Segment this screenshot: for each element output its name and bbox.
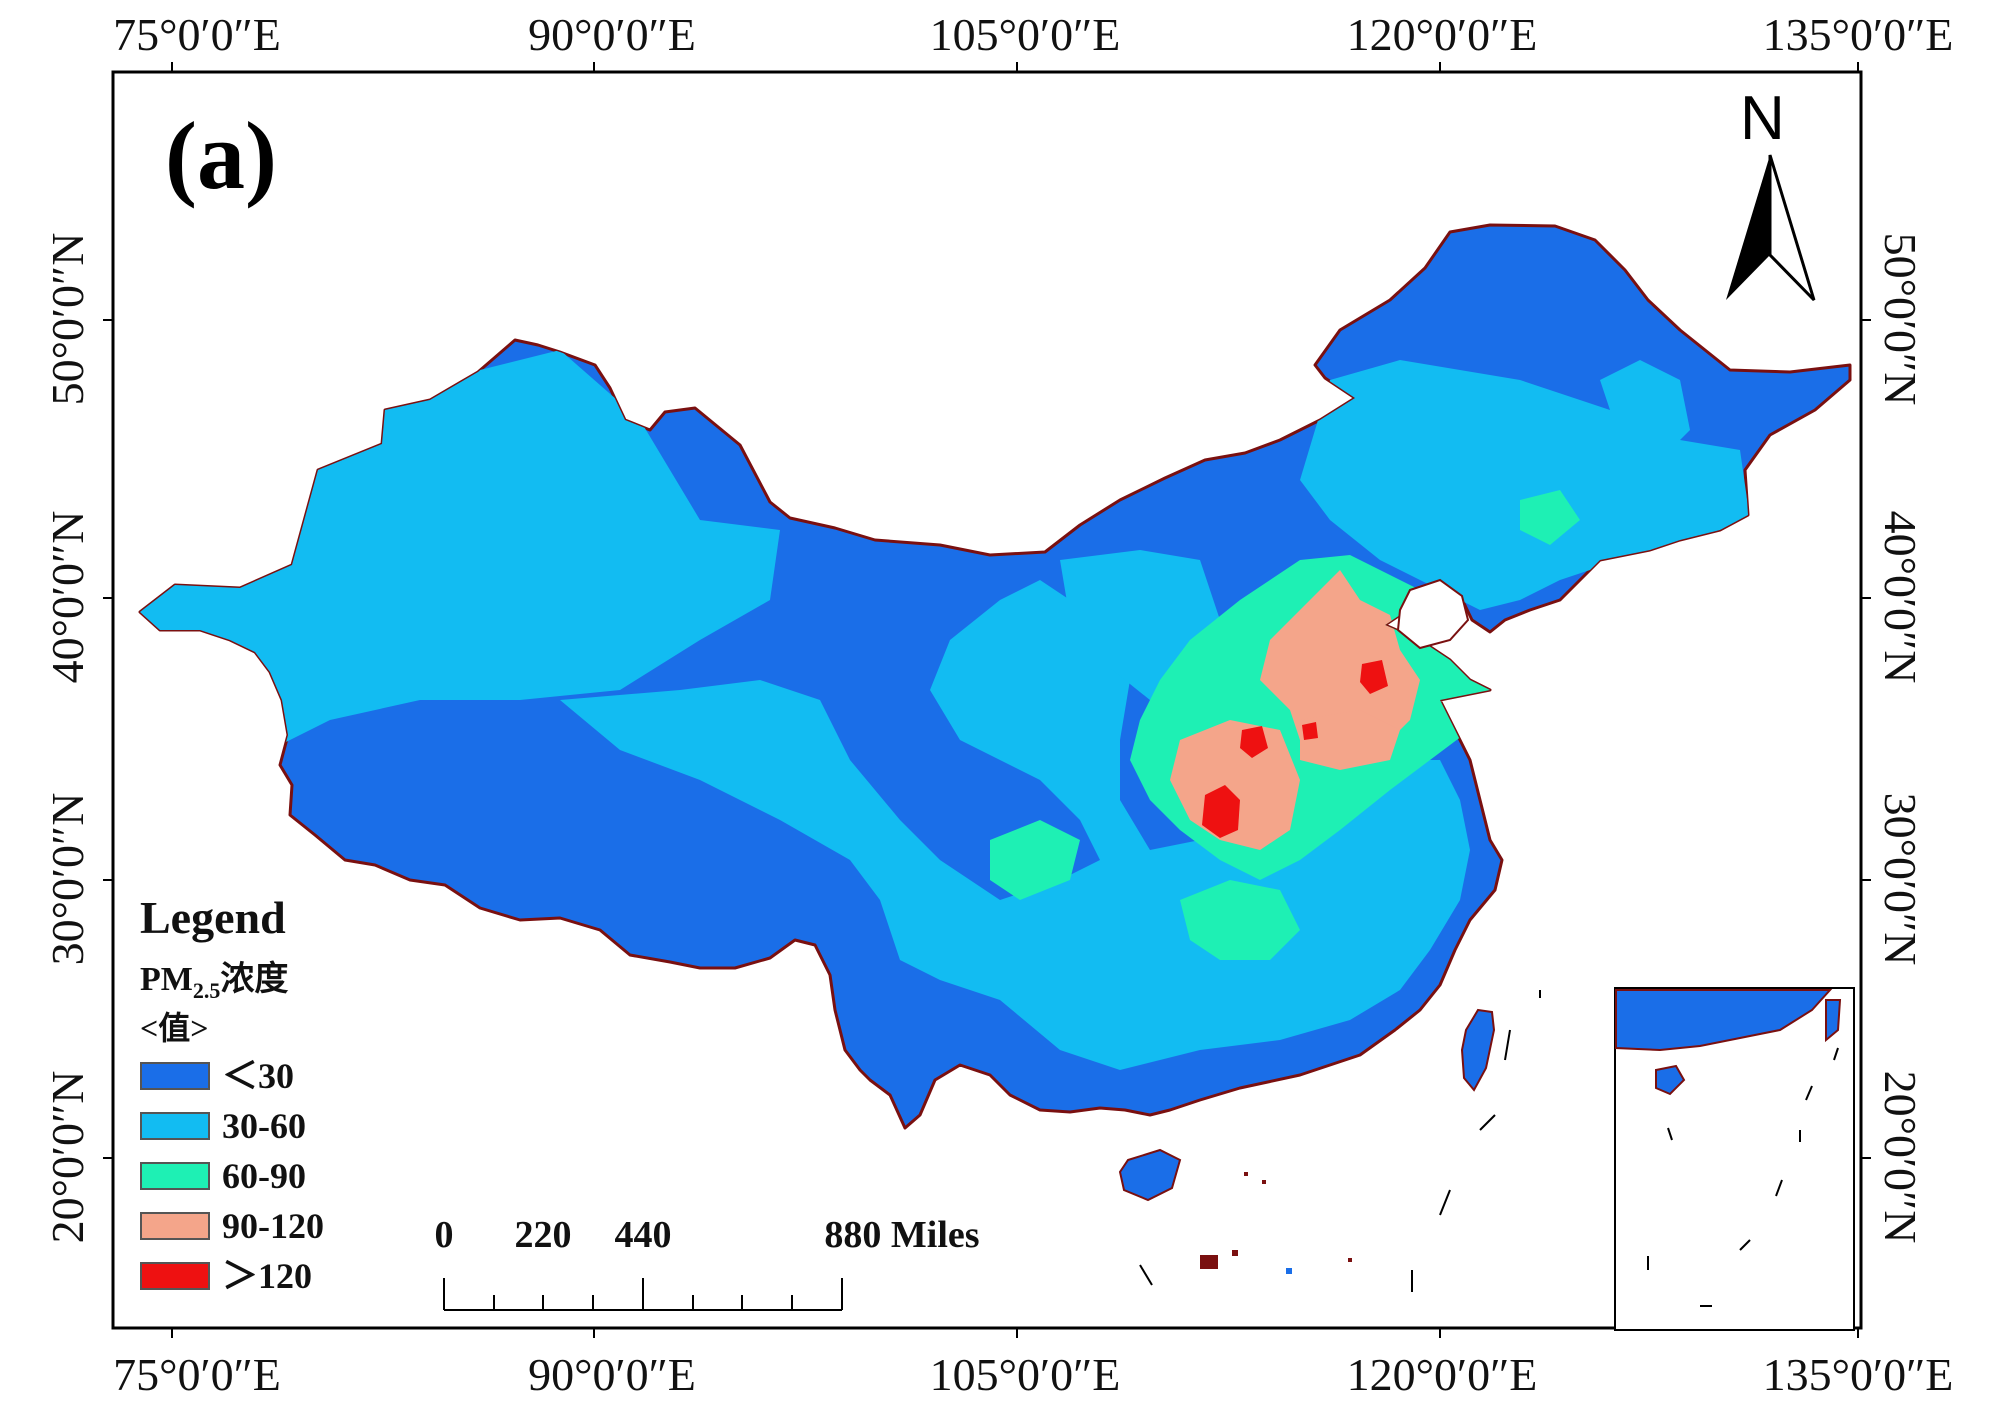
zone-northwest xyxy=(140,350,780,750)
north-label: N xyxy=(1740,84,1785,153)
class-gt-120-zones xyxy=(1202,660,1388,838)
lon-tick-label-bottom: 75°0′0″E xyxy=(113,1349,281,1400)
hotspot-east xyxy=(1360,660,1388,694)
legend-swatch xyxy=(140,1211,210,1240)
legend-subtitle-sub: 2.5 xyxy=(192,977,221,1003)
lon-tick-marks xyxy=(171,62,1859,1338)
lon-tick-label-bottom: 90°0′0″E xyxy=(528,1349,696,1400)
lat-tick-label-right: 40°0′0″N xyxy=(1875,510,1926,684)
inset-south-china-sea xyxy=(1614,987,1855,1331)
legend-swatch xyxy=(140,1061,210,1090)
hotspot-central xyxy=(1240,726,1268,758)
lon-tick-label-top: 120°0′0″E xyxy=(1346,9,1538,60)
lat-tick-label-right: 50°0′0″N xyxy=(1875,232,1926,406)
legend-subtitle-tail: 浓度 xyxy=(220,961,289,998)
legend-value-label: <值> xyxy=(140,1009,209,1046)
lat-tick-label-left: 40°0′0″N xyxy=(42,510,93,684)
panel-label: (a) xyxy=(165,102,277,209)
legend-swatch xyxy=(140,1161,210,1190)
nine-dash-line xyxy=(1139,990,1541,1292)
legend-label: 60-90 xyxy=(222,1155,306,1196)
taiwan xyxy=(1460,1008,1496,1092)
lat-tick-label-right: 20°0′0″N xyxy=(1875,1070,1926,1244)
zone-shandong-west xyxy=(1300,710,1400,770)
lon-tick-label-top: 75°0′0″E xyxy=(113,9,281,60)
scale-label: 880 Miles xyxy=(824,1214,980,1256)
scale-label: 0 xyxy=(434,1214,454,1256)
lon-tick-label-top: 90°0′0″E xyxy=(528,9,696,60)
lon-tick-label-bottom: 105°0′0″E xyxy=(929,1349,1121,1400)
legend-label: ＞120 xyxy=(222,1255,313,1296)
scale-label: 440 xyxy=(614,1214,672,1256)
zone-northeast-strip xyxy=(1600,360,1690,460)
hotspot-east-2 xyxy=(1302,722,1318,740)
legend-label: 90-120 xyxy=(222,1205,324,1246)
zone-henan xyxy=(1170,720,1300,850)
legend-label: 30-60 xyxy=(222,1105,306,1146)
scale-label: 220 xyxy=(514,1214,572,1256)
legend: Legend PM2.5浓度 <值> ＜30 30-60 60-90 90-12… xyxy=(140,895,324,1294)
bohai-sea xyxy=(1396,578,1470,650)
class-90-120-zones xyxy=(1170,570,1420,850)
zone-hebei-shandong xyxy=(1260,570,1420,760)
zone-sichuan xyxy=(990,820,1080,900)
zone-central-south xyxy=(1180,880,1300,960)
scale-bar xyxy=(443,1278,843,1311)
zone-northeast-spot xyxy=(1520,490,1580,545)
legend-item: ＜30 xyxy=(140,1058,324,1094)
lon-tick-label-top: 135°0′0″E xyxy=(1762,9,1954,60)
lat-tick-label-left: 20°0′0″N xyxy=(42,1070,93,1244)
legend-swatch xyxy=(140,1111,210,1140)
lat-tick-label-left: 50°0′0″N xyxy=(42,232,93,406)
lon-tick-label-bottom: 120°0′0″E xyxy=(1346,1349,1538,1400)
legend-item: ＞120 xyxy=(140,1258,324,1294)
lat-tick-label-right: 30°0′0″N xyxy=(1875,792,1926,966)
lon-tick-label-bottom: 135°0′0″E xyxy=(1762,1349,1954,1400)
sea-islands xyxy=(1200,1172,1352,1274)
north-arrow-icon xyxy=(1726,154,1816,302)
legend-label: ＜30 xyxy=(222,1055,295,1096)
legend-item: 60-90 xyxy=(140,1158,324,1194)
legend-item: 30-60 xyxy=(140,1108,324,1144)
lon-tick-label-top: 105°0′0″E xyxy=(929,9,1121,60)
lat-tick-marks xyxy=(103,319,1871,1159)
legend-subtitle: PM2.5浓度 xyxy=(140,963,324,1002)
legend-title: Legend xyxy=(140,892,286,943)
hainan xyxy=(1118,1148,1182,1202)
legend-swatch xyxy=(140,1261,210,1290)
legend-item: 90-120 xyxy=(140,1208,324,1244)
legend-subtitle-main: PM xyxy=(140,961,193,998)
lat-tick-label-left: 30°0′0″N xyxy=(42,792,93,966)
hotspot-south xyxy=(1202,785,1240,838)
legend-rows: ＜30 30-60 60-90 90-120 ＞120 xyxy=(140,1058,324,1294)
